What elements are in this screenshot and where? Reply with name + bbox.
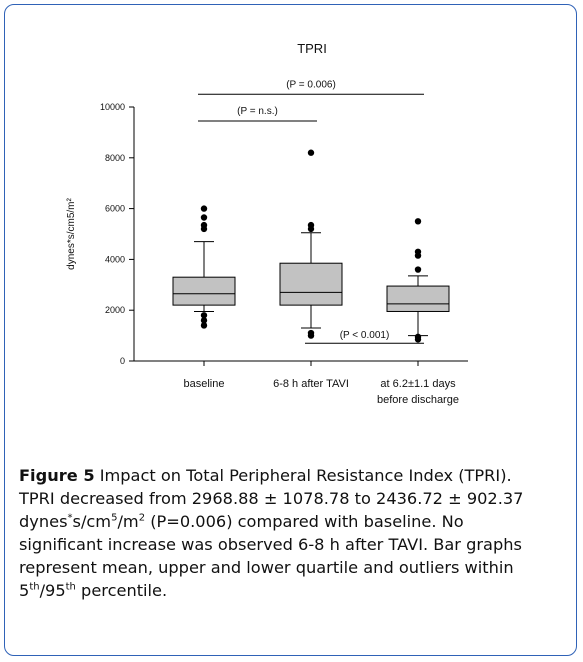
- y-tick-label: 0: [120, 356, 125, 366]
- figure-frame: [4, 4, 577, 656]
- outlier-point: [200, 205, 208, 212]
- outlier-point: [307, 221, 315, 229]
- caption-sup-th1: th: [29, 581, 40, 593]
- outlier-point: [200, 317, 208, 324]
- y-tick-label: 4000: [105, 254, 125, 264]
- caption-line3a: dynes: [19, 512, 68, 531]
- caption-line6a: 5: [19, 581, 30, 600]
- plot-area: 0 2000 4000 6000 8000 10000 baseline 6-8 h afte…: [100, 79, 468, 406]
- tpri-boxplot-chart: TPRI 0 2000 4000 6000 8000 10000 baseline 6-8 h…: [66, 41, 468, 406]
- significance-label: (P = n.s.): [237, 106, 278, 117]
- box-iqr: [279, 262, 343, 306]
- box-iqr: [386, 285, 450, 312]
- outlier-point: [200, 322, 208, 329]
- chart-title: TPRI: [297, 41, 327, 56]
- caption-sup-5: 5: [111, 512, 118, 524]
- caption-line4: significant increase was observed 6-8 h …: [19, 535, 522, 554]
- outlier-point: [200, 312, 208, 319]
- outlier-point: [414, 333, 422, 341]
- significance-label: (P < 0.001): [340, 330, 390, 341]
- caption-line2: TPRI decreased from 2968.88 ± 1078.78 to…: [19, 489, 524, 508]
- outlier-point: [307, 149, 315, 156]
- outlier-point: [307, 329, 315, 337]
- significance-label: (P = 0.006): [286, 79, 336, 90]
- caption-line3d: (P=0.006) compared with baseline. No: [145, 512, 464, 531]
- x-tick-label: 6-8 h after TAVI: [273, 378, 349, 390]
- box-iqr: [172, 276, 236, 306]
- outlier-point: [414, 266, 422, 273]
- caption-line1: Impact on Total Peripheral Resistance In…: [94, 466, 512, 485]
- caption-label: Figure 5: [19, 466, 95, 485]
- y-axis-label: dynes*s/cm5/m²: [66, 197, 77, 269]
- caption-line5: represent mean, upper and lower quartile…: [19, 558, 514, 577]
- x-tick-label: baseline: [184, 378, 225, 390]
- x-tick-label: before discharge: [377, 394, 459, 406]
- y-tick-label: 6000: [105, 204, 125, 214]
- caption-line3c: /m: [117, 512, 139, 531]
- outlier-point: [200, 214, 208, 221]
- caption-sup-asterisk: *: [67, 512, 73, 524]
- outlier-point: [414, 248, 422, 255]
- caption-sup-2: 2: [138, 512, 146, 524]
- y-tick-label: 2000: [105, 305, 125, 315]
- outlier-point: [414, 218, 422, 225]
- x-tick-label: at 6.2±1.1 days: [380, 378, 456, 390]
- caption-sup-th2: th: [65, 581, 76, 593]
- caption-line3b: s/cm: [72, 512, 112, 531]
- y-tick-label: 8000: [105, 153, 125, 163]
- caption-line6b: /95: [39, 581, 66, 600]
- outlier-point: [200, 221, 208, 229]
- y-tick-label: 10000: [100, 102, 125, 112]
- figure-caption: Figure 5 Impact on Total Peripheral Resi…: [19, 464, 569, 602]
- caption-line6c: percentile.: [75, 581, 168, 600]
